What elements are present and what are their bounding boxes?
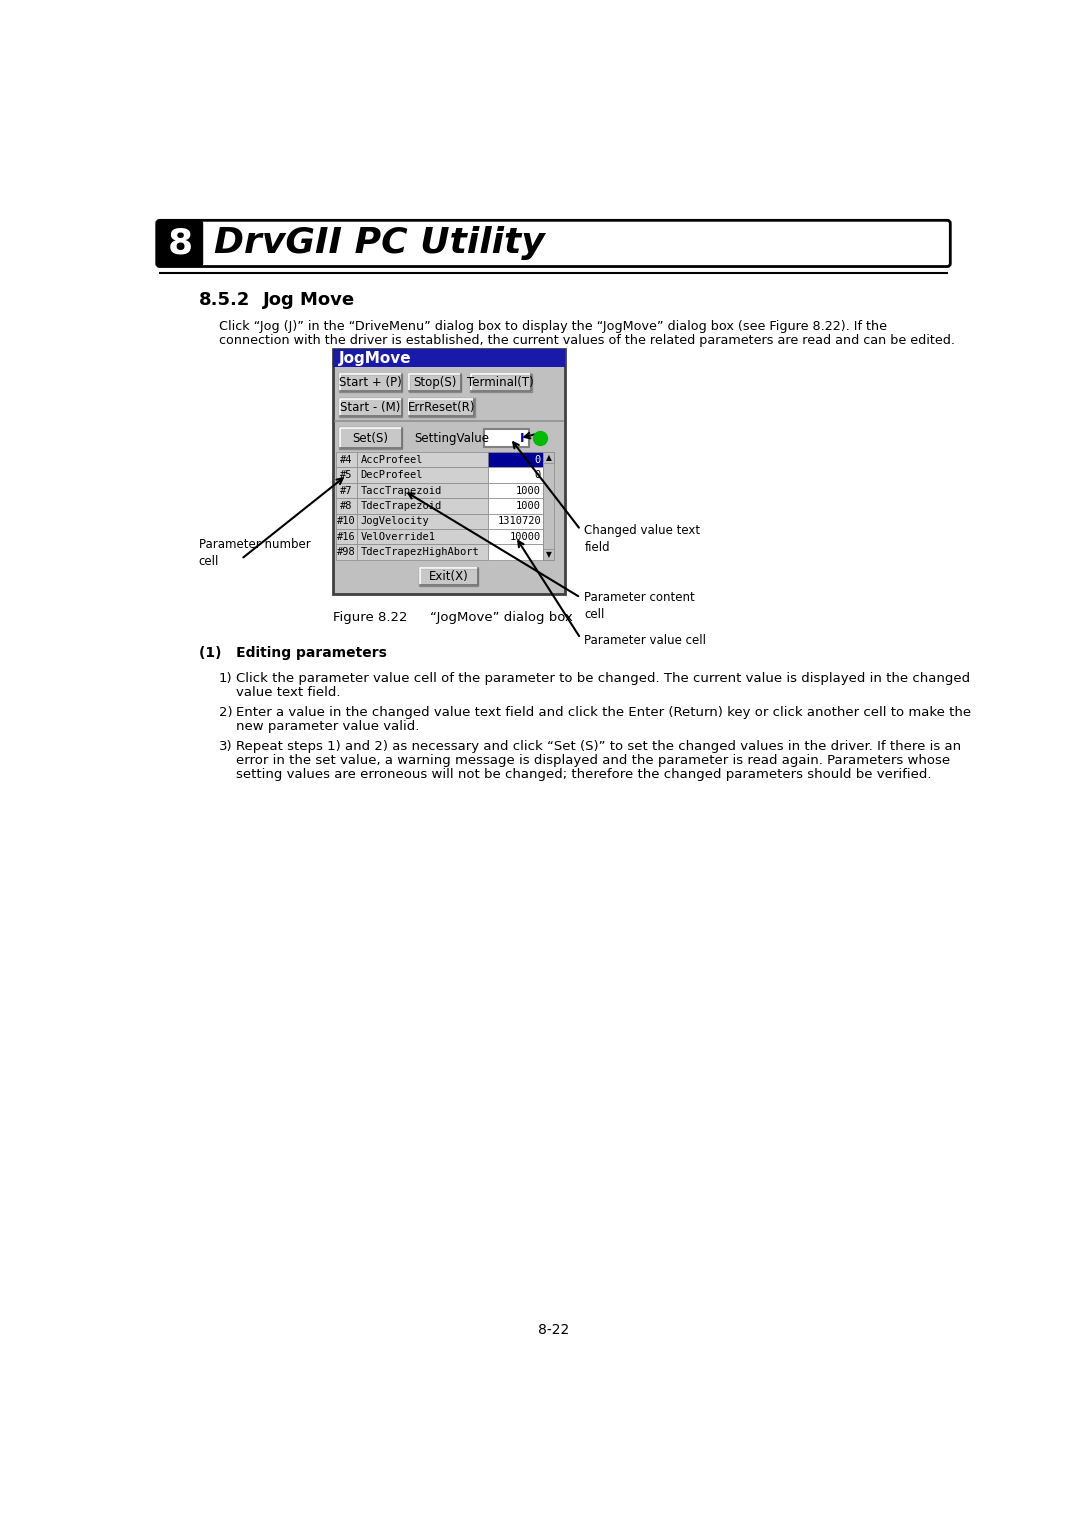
Text: Changed value text
field: Changed value text field (584, 524, 701, 553)
Bar (484, 429, 529, 448)
Bar (488, 483, 543, 498)
FancyBboxPatch shape (157, 220, 203, 266)
Bar (339, 428, 403, 449)
Text: DecProfeel: DecProfeel (361, 471, 423, 480)
Bar (336, 468, 357, 483)
Text: TdecTrapezoid: TdecTrapezoid (361, 501, 442, 510)
Bar (357, 529, 488, 544)
Bar (357, 513, 488, 529)
Bar (336, 544, 357, 559)
Bar (336, 452, 357, 468)
Text: VelOverride1: VelOverride1 (361, 532, 435, 542)
Text: JogVelocity: JogVelocity (361, 516, 429, 526)
Bar (357, 544, 488, 559)
Bar (488, 452, 543, 468)
Text: Jog Move: Jog Move (262, 292, 355, 309)
Text: SettingValue: SettingValue (414, 432, 489, 445)
Text: Stop(S): Stop(S) (414, 376, 457, 390)
Text: Parameter content
cell: Parameter content cell (584, 591, 696, 622)
Text: 1000: 1000 (516, 486, 541, 495)
Text: Parameter value cell: Parameter value cell (584, 634, 706, 646)
Bar (336, 529, 357, 544)
Bar (543, 452, 554, 463)
Text: Figure 8.22: Figure 8.22 (333, 611, 407, 623)
FancyBboxPatch shape (157, 220, 950, 266)
Text: 0: 0 (535, 455, 541, 465)
Bar (408, 373, 461, 393)
Bar (488, 513, 543, 529)
Bar (357, 468, 488, 483)
Text: ▲: ▲ (545, 452, 552, 461)
Text: 10000: 10000 (510, 532, 541, 542)
Bar (543, 452, 554, 559)
Text: 1310720: 1310720 (498, 516, 541, 526)
Text: setting values are erroneous will not be changed; therefore the changed paramete: setting values are erroneous will not be… (235, 767, 931, 781)
Bar (333, 348, 565, 367)
Text: 1000: 1000 (516, 501, 541, 510)
Text: Click “Jog (J)” in the “DriveMenu” dialog box to display the “JogMove” dialog bo: Click “Jog (J)” in the “DriveMenu” dialo… (218, 321, 887, 333)
Text: JogMove: JogMove (339, 350, 411, 365)
Bar (488, 544, 543, 559)
Text: TdecTrapezHighAbort: TdecTrapezHighAbort (361, 547, 480, 558)
Text: 3): 3) (218, 740, 232, 753)
Text: #4: #4 (340, 455, 353, 465)
Text: I: I (521, 432, 525, 445)
Text: TaccTrapezoid: TaccTrapezoid (361, 486, 442, 495)
Text: Exit(X): Exit(X) (429, 570, 469, 584)
Bar (339, 373, 403, 393)
Bar (357, 483, 488, 498)
Bar (357, 452, 488, 468)
Bar (488, 468, 543, 483)
Text: 8.5.2: 8.5.2 (199, 292, 249, 309)
Text: “JogMove” dialog box: “JogMove” dialog box (430, 611, 572, 623)
Text: Repeat steps 1) and 2) as necessary and click “Set (S)” to set the changed value: Repeat steps 1) and 2) as necessary and … (235, 740, 961, 753)
Text: #98: #98 (337, 547, 356, 558)
Text: 8-22: 8-22 (538, 1323, 569, 1337)
Text: ErrReset(R): ErrReset(R) (408, 400, 475, 414)
Text: (1)   Editing parameters: (1) Editing parameters (199, 646, 387, 660)
Text: DrvGII PC Utility: DrvGII PC Utility (214, 226, 544, 260)
Text: #5: #5 (340, 471, 353, 480)
Text: Set(S): Set(S) (352, 432, 389, 445)
Text: 1): 1) (218, 672, 232, 686)
Text: 2): 2) (218, 706, 232, 720)
Text: Start - (M): Start - (M) (340, 400, 401, 414)
Text: ▼: ▼ (545, 550, 552, 559)
Bar (488, 498, 543, 513)
Text: #10: #10 (337, 516, 356, 526)
Bar (333, 348, 565, 594)
Bar (543, 549, 554, 559)
Text: #7: #7 (340, 486, 353, 495)
Text: error in the set value, a warning message is displayed and the parameter is read: error in the set value, a warning messag… (235, 753, 950, 767)
Text: Click the parameter value cell of the parameter to be changed. The current value: Click the parameter value cell of the pa… (235, 672, 970, 686)
Text: 0: 0 (535, 471, 541, 480)
Bar (336, 498, 357, 513)
Text: #16: #16 (337, 532, 356, 542)
Bar (357, 498, 488, 513)
Text: new parameter value valid.: new parameter value valid. (235, 720, 419, 733)
Text: 8: 8 (167, 226, 192, 260)
Bar (339, 399, 403, 417)
Text: #8: #8 (340, 501, 353, 510)
Bar (488, 529, 543, 544)
Bar (419, 567, 478, 587)
Text: connection with the driver is established, the current values of the related par: connection with the driver is establishe… (218, 335, 955, 347)
Bar (408, 399, 475, 417)
Text: Parameter number
cell: Parameter number cell (199, 538, 310, 567)
Bar (336, 513, 357, 529)
Text: AccProfeel: AccProfeel (361, 455, 423, 465)
Text: value text field.: value text field. (235, 686, 340, 700)
Text: Start + (P): Start + (P) (339, 376, 402, 390)
Text: Terminal(T): Terminal(T) (468, 376, 535, 390)
Bar (336, 483, 357, 498)
Text: Enter a value in the changed value text field and click the Enter (Return) key o: Enter a value in the changed value text … (235, 706, 971, 720)
Bar (470, 373, 531, 393)
